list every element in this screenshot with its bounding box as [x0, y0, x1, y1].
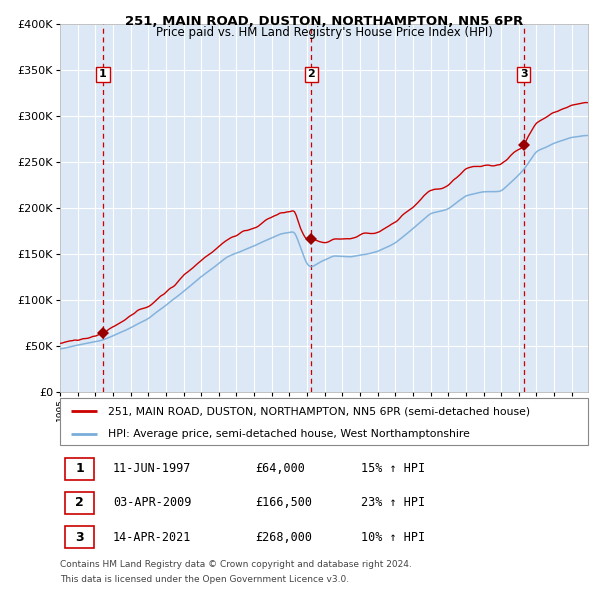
Text: 03-APR-2009: 03-APR-2009: [113, 496, 191, 510]
Text: 1: 1: [76, 463, 84, 476]
Text: 15% ↑ HPI: 15% ↑ HPI: [361, 463, 425, 476]
Text: 2: 2: [76, 496, 84, 510]
Text: HPI: Average price, semi-detached house, West Northamptonshire: HPI: Average price, semi-detached house,…: [107, 429, 469, 438]
FancyBboxPatch shape: [65, 491, 94, 514]
Text: 251, MAIN ROAD, DUSTON, NORTHAMPTON, NN5 6PR (semi-detached house): 251, MAIN ROAD, DUSTON, NORTHAMPTON, NN5…: [107, 407, 530, 417]
FancyBboxPatch shape: [65, 458, 94, 480]
Text: 23% ↑ HPI: 23% ↑ HPI: [361, 496, 425, 510]
Text: This data is licensed under the Open Government Licence v3.0.: This data is licensed under the Open Gov…: [60, 575, 349, 584]
Text: 11-JUN-1997: 11-JUN-1997: [113, 463, 191, 476]
FancyBboxPatch shape: [60, 398, 588, 445]
Text: 14-APR-2021: 14-APR-2021: [113, 530, 191, 543]
Text: 10% ↑ HPI: 10% ↑ HPI: [361, 530, 425, 543]
Text: 2: 2: [308, 69, 316, 79]
Text: £166,500: £166,500: [256, 496, 313, 510]
Text: Contains HM Land Registry data © Crown copyright and database right 2024.: Contains HM Land Registry data © Crown c…: [60, 559, 412, 569]
FancyBboxPatch shape: [65, 526, 94, 549]
Text: 1: 1: [99, 69, 107, 79]
Text: Price paid vs. HM Land Registry's House Price Index (HPI): Price paid vs. HM Land Registry's House …: [155, 26, 493, 39]
Text: £64,000: £64,000: [256, 463, 305, 476]
Text: 251, MAIN ROAD, DUSTON, NORTHAMPTON, NN5 6PR: 251, MAIN ROAD, DUSTON, NORTHAMPTON, NN5…: [125, 15, 523, 28]
Text: 3: 3: [520, 69, 527, 79]
Text: £268,000: £268,000: [256, 530, 313, 543]
Text: 3: 3: [76, 530, 84, 543]
